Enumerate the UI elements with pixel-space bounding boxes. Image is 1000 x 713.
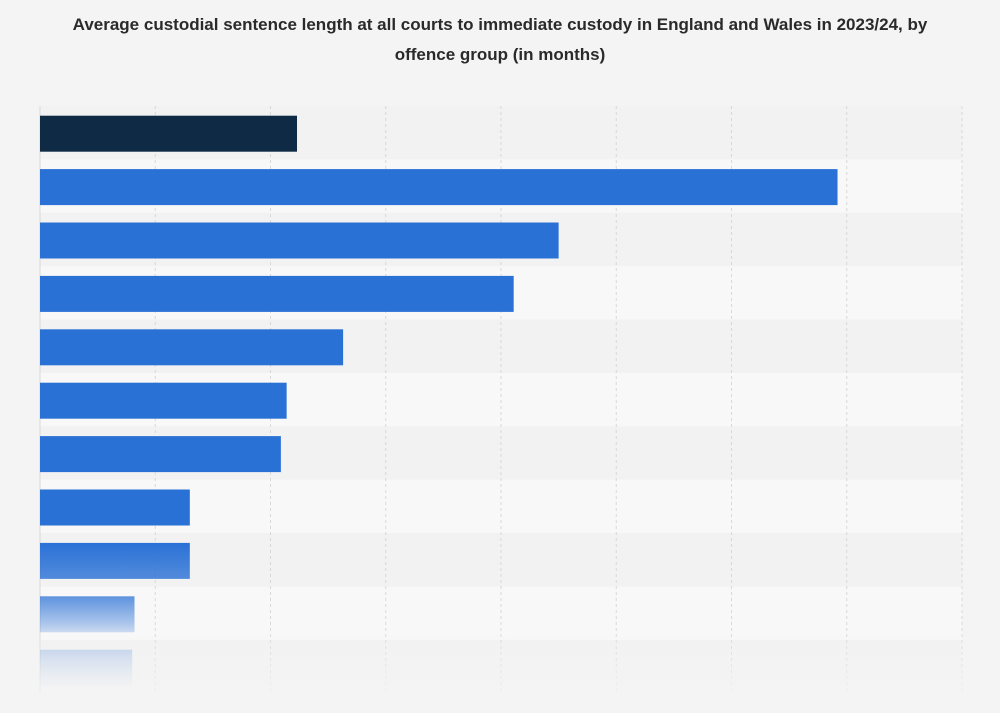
bar bbox=[40, 542, 190, 579]
bars bbox=[40, 115, 838, 686]
bar bbox=[40, 222, 559, 259]
bar bbox=[40, 329, 344, 366]
bar bbox=[40, 436, 281, 473]
bar bbox=[40, 169, 838, 206]
bar bbox=[40, 115, 298, 152]
bar bbox=[40, 382, 287, 419]
bar bbox=[40, 489, 190, 526]
row-band bbox=[40, 533, 962, 587]
row-band bbox=[40, 479, 962, 534]
chart-title: Average custodial sentence length at all… bbox=[72, 15, 928, 64]
bar bbox=[40, 275, 514, 312]
bottom-fade-overlay bbox=[0, 623, 1000, 713]
